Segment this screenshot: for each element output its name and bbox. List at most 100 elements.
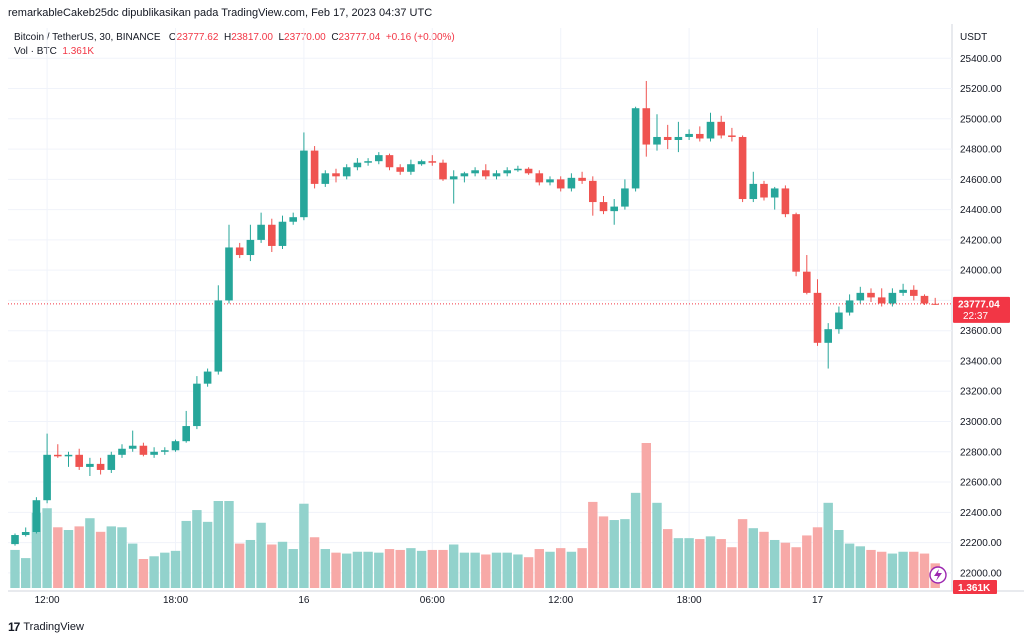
volume-bar [588,501,598,588]
volume-bar [630,492,641,588]
volume-bar [149,556,159,588]
change-value: +0.16 (+0.00%) [385,32,455,43]
candle-body [54,454,62,457]
volume-bar [106,526,116,588]
candle-body [674,136,683,140]
publisher-line: remarkableCakeb25dc dipublikasikan pada … [8,7,433,19]
candle-body [717,121,725,136]
footer: 17 TradingView [8,620,84,634]
candle-body [460,173,469,177]
currency-label: USDT [960,32,987,43]
volume-bar [877,551,887,588]
candle-body [278,221,287,246]
candle-body [235,247,244,256]
candle-body [64,454,73,457]
symbol-title[interactable]: Bitcoin / TetherUS, 30, BINANCE [14,32,161,43]
volume-bar [170,550,181,588]
x-tick-label: 12:00 [35,595,60,606]
candle-body [888,292,897,304]
volume-bar [513,554,523,588]
candle-body [364,161,372,163]
volume-bar [160,552,170,588]
volume-bar [374,552,384,588]
volume-bar [288,549,298,588]
tradingview-logo-icon[interactable]: 17 [8,620,20,634]
candle-body [621,188,629,207]
footer-brand[interactable]: TradingView [23,621,84,633]
volume-bar [641,443,651,588]
x-tick-label: 18:00 [677,595,702,606]
candle-body [920,295,929,304]
candle-body [845,300,854,313]
volume-bar [684,538,694,588]
volume-bar [823,502,833,588]
y-tick-label: 25000.00 [960,114,1002,125]
volume-bar [812,527,823,588]
volume-bar [748,528,758,588]
volume-bar [481,554,491,588]
volume-bar [384,549,395,588]
candle-body [610,206,618,212]
x-tick-label: 16 [298,595,310,606]
y-tick-label: 23800.00 [960,296,1002,307]
x-tick-label: 06:00 [420,595,445,606]
volume-bar [10,549,20,588]
candle-body [728,135,736,137]
y-tick-label: 22000.00 [960,568,1002,579]
candle-body [856,292,865,301]
candle-body [118,448,126,455]
symbol-legend: Bitcoin / TetherUS, 30, BINANCE O23777.6… [14,32,455,43]
volume-bar [556,548,566,588]
volume-bar [63,530,74,588]
candle-body [21,532,30,536]
candle-body [556,179,565,189]
y-tick-label: 25400.00 [960,54,1002,65]
candle-body [899,289,907,293]
candle-body [835,312,843,330]
candle-body [535,173,544,183]
candle-body [214,300,223,372]
volume-bar [427,549,437,588]
volume-bar [331,552,341,588]
candle-body [96,463,105,470]
candle-body [310,150,319,184]
candle-body [813,292,822,343]
volume-bar [31,512,42,588]
countdown-label: 22:37 [963,311,988,322]
y-tick-label: 22600.00 [960,478,1002,489]
candle-body [107,454,116,470]
volume-bar [235,543,245,588]
volume-bar [395,549,405,588]
candle-body [449,176,458,180]
close-label: C [331,32,339,43]
volume-bar [566,551,577,588]
high-value: 23817.00 [231,32,273,43]
close-value: 23777.04 [338,32,381,43]
volume-bar [727,547,737,588]
volume-bar [695,539,705,588]
y-tick-label: 24000.00 [960,266,1002,277]
volume-bar [277,541,288,588]
candle-body [599,202,608,212]
volume-bar [770,539,780,588]
y-tick-label: 23000.00 [960,417,1002,428]
volume-bar [855,546,865,588]
candle-body [396,167,404,172]
volume-bar [705,536,716,588]
volume-label[interactable]: Vol · BTC [14,46,57,57]
volume-bar [363,551,373,588]
volume-bar [652,502,662,588]
candle-body [439,162,447,180]
volume-bar [491,552,502,588]
open-value: 23777.62 [176,32,219,43]
candle-body [32,500,41,532]
volume-bar [791,547,801,588]
volume-bar [406,548,416,588]
candle-body [653,136,661,145]
volume-bar [438,549,448,588]
volume-badge [953,580,997,594]
candle-body [268,224,276,246]
volume-bar [887,553,898,588]
low-value: 23770.00 [284,32,326,43]
